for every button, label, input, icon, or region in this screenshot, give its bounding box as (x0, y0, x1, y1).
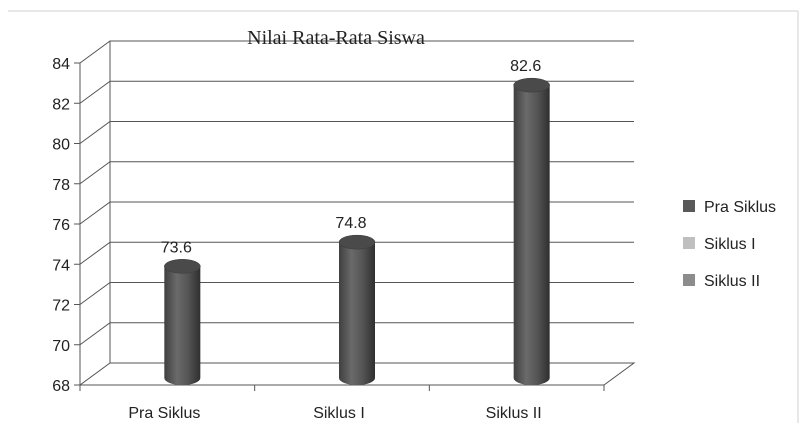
legend-swatch (683, 274, 695, 286)
x-tick-label: Pra Siklus (128, 405, 200, 422)
bar-body (513, 85, 550, 386)
y-tick-label: 70 (52, 338, 70, 355)
bar-top (338, 234, 376, 250)
x-tick-label: Siklus II (486, 405, 542, 422)
legend-swatch (683, 200, 695, 212)
bar (164, 259, 201, 386)
chart-title: Nilai Rata-Rata Siswa (247, 27, 425, 49)
y-tick-label: 76 (52, 217, 70, 234)
legend-label: Siklus II (704, 273, 760, 290)
y-tick-label: 68 (52, 378, 70, 395)
legend-swatch (683, 237, 695, 249)
bar-body (339, 242, 375, 385)
data-label: 74.8 (335, 215, 366, 232)
gridline (79, 80, 634, 104)
bar-body (164, 266, 201, 386)
grid-layer (8, 10, 799, 423)
y-tick-label: 74 (52, 257, 70, 274)
labels-layer: 68 70 72 74 76 78 80 82 84 73.6 Pra Siklus 74.8 Sikl… (52, 56, 541, 422)
data-label: 73.6 (161, 239, 192, 256)
y-tick-label: 84 (52, 56, 70, 73)
legend-label: Siklus I (704, 236, 756, 253)
bar-top (513, 77, 550, 93)
y-tick-label: 80 (52, 137, 70, 154)
chart-legend: Pra Siklus Siklus I Siklus II (683, 199, 776, 290)
y-tick-label: 78 (52, 177, 70, 194)
data-label: 82.6 (510, 58, 541, 75)
gridline (79, 161, 634, 185)
bars-layer (164, 77, 550, 386)
bar (338, 234, 376, 385)
gridline (79, 121, 634, 144)
y-tick-label: 82 (52, 96, 70, 113)
y-tick-label: 72 (52, 298, 70, 315)
bar (513, 77, 550, 386)
x-tick-label: Siklus I (313, 405, 365, 422)
bar-top (164, 259, 201, 274)
legend-label: Pra Siklus (704, 199, 776, 216)
